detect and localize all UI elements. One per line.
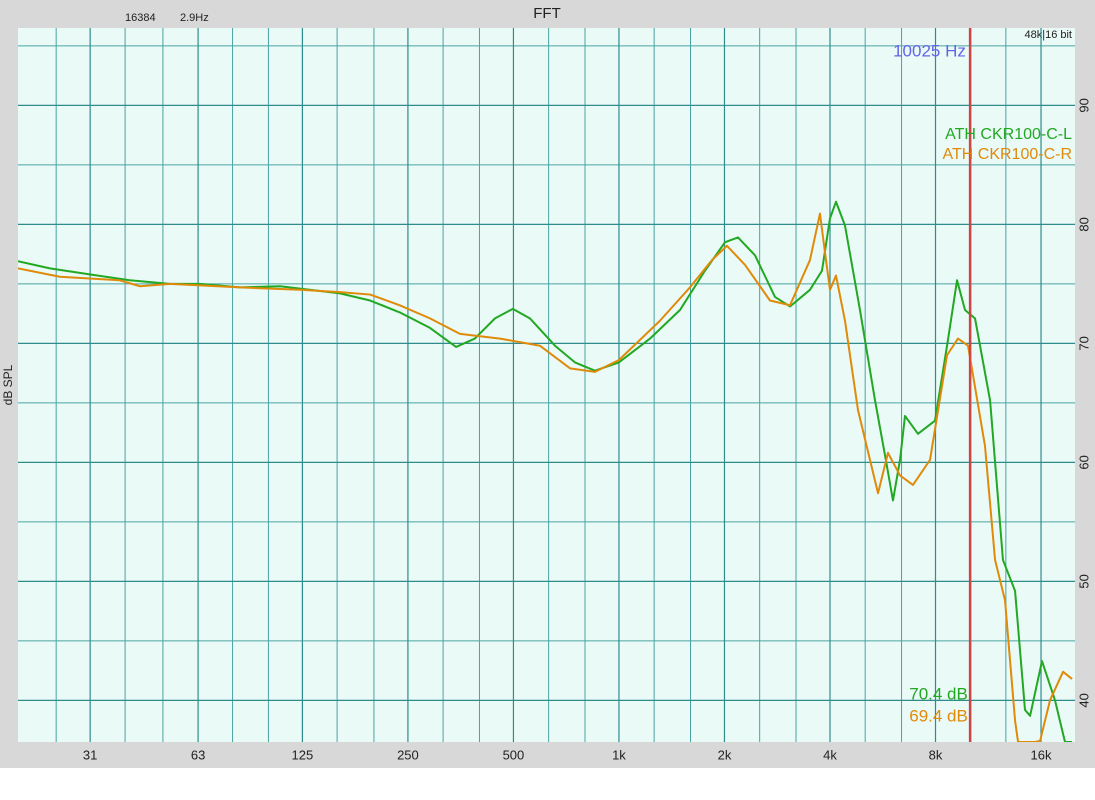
x-tick-label: 500	[503, 747, 525, 762]
x-tick-label: 1k	[612, 747, 626, 762]
legend-entry: ATH CKR100-C-R	[943, 146, 1073, 163]
cursor-readout: 69.4 dB	[909, 706, 968, 725]
y-tick-label: 60	[1076, 455, 1091, 469]
x-tick-label: 250	[397, 747, 419, 762]
labels: 31 63 125 250 500 1k 2k 4k 8k 16k 40 50 60 70 80 90 ATH …	[83, 41, 1092, 762]
legend-entry: ATH CKR100-C-L	[945, 126, 1072, 143]
x-tick-label: 2k	[718, 747, 732, 762]
cursor-readout: 70.4 dB	[909, 684, 968, 703]
x-tick-label: 8k	[929, 747, 943, 762]
plot-area	[18, 28, 1075, 742]
x-tick-label: 31	[83, 747, 97, 762]
y-axis-label: dB SPL	[1, 364, 15, 405]
y-tick-label: 50	[1076, 574, 1091, 588]
x-tick-label: 4k	[823, 747, 837, 762]
format: 48k|16 bit	[1024, 29, 1072, 41]
cursor-label: 10025 Hz	[893, 41, 966, 60]
marks	[18, 28, 1073, 742]
series-line	[18, 212, 1073, 742]
y-tick-label: 40	[1076, 693, 1091, 707]
fft-size: 16384	[125, 12, 156, 24]
y-tick-label: 90	[1076, 98, 1091, 112]
x-tick-label: 125	[292, 747, 314, 762]
series-line	[18, 200, 1073, 742]
x-tick-label: 63	[191, 747, 205, 762]
resolution: 2.9Hz	[180, 12, 209, 24]
y-tick-label: 70	[1076, 336, 1091, 350]
y-tick-label: 80	[1076, 217, 1091, 231]
x-tick-label: 16k	[1031, 747, 1052, 762]
title: FFT	[533, 5, 561, 22]
